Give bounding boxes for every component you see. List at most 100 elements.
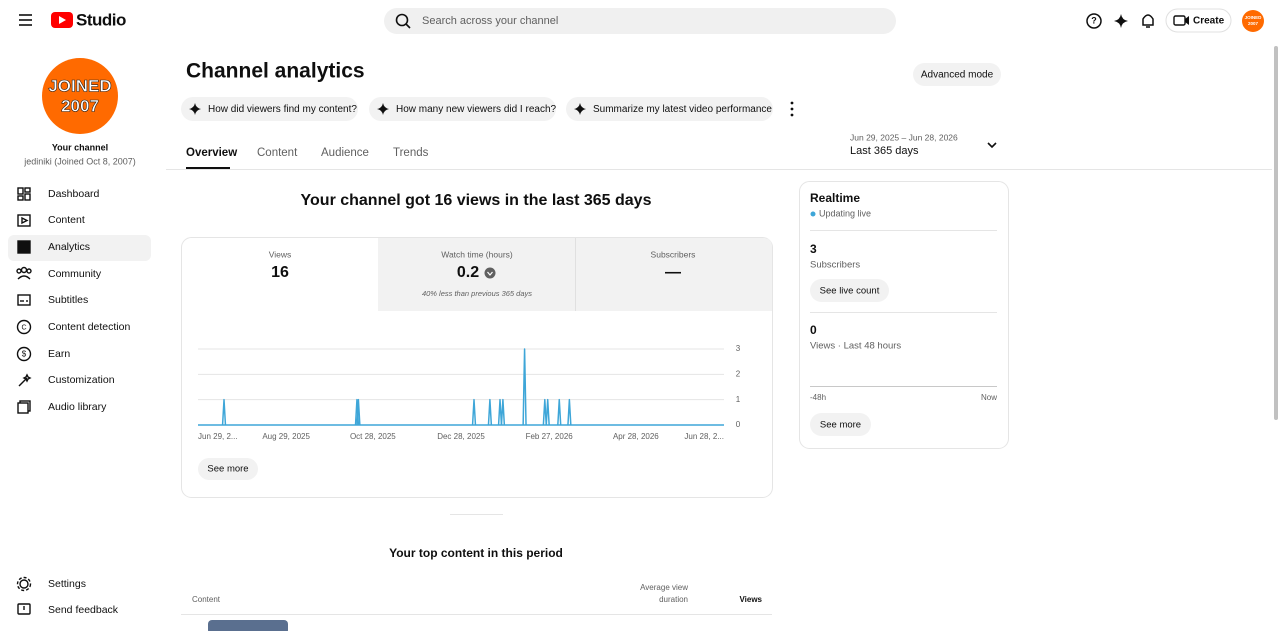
see-more-label[interactable]: See more bbox=[207, 464, 248, 475]
realtime-card bbox=[799, 181, 1009, 449]
line-spike bbox=[542, 398, 548, 426]
svg-text:?: ? bbox=[1091, 15, 1097, 25]
realtime-label: Subscribers bbox=[810, 260, 860, 271]
nav-item[interactable]: Customization bbox=[48, 374, 115, 386]
sparkle-icon bbox=[377, 103, 389, 115]
realtime-label: Views · Last 48 hours bbox=[810, 341, 901, 352]
line-spike bbox=[500, 398, 506, 426]
see-live-button[interactable] bbox=[810, 279, 889, 302]
video-thumbnail[interactable] bbox=[208, 620, 288, 631]
metric-label[interactable]: Views bbox=[269, 249, 292, 259]
prompt-chips: How did viewers find my content? How many… bbox=[181, 97, 773, 121]
create-label[interactable]: Create bbox=[1193, 16, 1225, 27]
y-tick-label: 3 bbox=[736, 344, 741, 353]
line-spike bbox=[567, 398, 572, 426]
search-box[interactable] bbox=[384, 8, 896, 34]
realtime-status: Updating live bbox=[819, 208, 871, 218]
nav-item[interactable]: Send feedback bbox=[48, 604, 119, 616]
realtime-see-more-button[interactable] bbox=[810, 413, 871, 436]
metric-value: 0.2 bbox=[457, 264, 479, 281]
x-tick-label: Aug 29, 2025 bbox=[262, 432, 310, 441]
line-spike bbox=[471, 398, 477, 426]
column-header[interactable]: Views bbox=[739, 595, 762, 604]
realtime-value: 3 bbox=[810, 242, 817, 256]
ai-icon[interactable] bbox=[1114, 14, 1128, 28]
line-spike bbox=[356, 398, 361, 426]
hamburger[interactable] bbox=[19, 14, 32, 26]
svg-text:$: $ bbox=[22, 350, 27, 359]
headline: Your channel got 16 views in the last 36… bbox=[301, 192, 652, 209]
advanced-mode-label[interactable]: Advanced mode bbox=[921, 70, 994, 81]
line-spike bbox=[545, 398, 550, 426]
nav-item[interactable]: Content detection bbox=[48, 321, 130, 333]
x-tick-label: Jun 29, 2... bbox=[198, 432, 238, 441]
live-dot bbox=[810, 211, 816, 217]
metric-value: — bbox=[665, 264, 681, 281]
prompt-label[interactable]: How many new viewers did I reach? bbox=[396, 104, 557, 115]
nav: Dashboard Content Analytics Community Subtit… bbox=[48, 188, 130, 616]
advanced-mode-button[interactable] bbox=[913, 63, 1001, 86]
prompt-chip[interactable] bbox=[181, 97, 358, 121]
line-spike bbox=[522, 348, 527, 426]
notifications-icon[interactable] bbox=[1142, 14, 1154, 28]
y-tick-label: 2 bbox=[736, 369, 741, 378]
account-avatar[interactable] bbox=[1242, 10, 1264, 32]
x-tick-label: Apr 28, 2026 bbox=[613, 432, 659, 441]
date-label[interactable]: Last 365 days bbox=[850, 145, 919, 157]
column-header[interactable]: Average view bbox=[640, 583, 688, 592]
channel-avatar[interactable] bbox=[42, 58, 118, 134]
column-header[interactable]: duration bbox=[659, 595, 688, 604]
avatar-text: 2007 bbox=[1248, 21, 1259, 26]
help-icon[interactable] bbox=[1086, 13, 1102, 29]
see-live-label[interactable]: See live count bbox=[820, 286, 880, 297]
tab-underline bbox=[186, 167, 230, 169]
date-dropdown[interactable] bbox=[987, 142, 997, 149]
tab[interactable]: Overview bbox=[186, 147, 237, 159]
logo-text[interactable]: Studio bbox=[76, 10, 126, 29]
realtime-see-more-label[interactable]: See more bbox=[820, 420, 861, 431]
tab[interactable]: Trends bbox=[393, 147, 429, 159]
search-placeholder: Search across your channel bbox=[422, 15, 558, 27]
metric-note: 40% less than previous 365 days bbox=[422, 289, 532, 298]
metric-label[interactable]: Subscribers bbox=[651, 249, 696, 259]
nav-active-bg bbox=[8, 235, 151, 261]
nav-item[interactable]: Analytics bbox=[48, 241, 90, 253]
avatar-text: JOINED bbox=[1245, 15, 1263, 20]
down-indicator bbox=[484, 267, 496, 279]
prompt-label[interactable]: Summarize my latest video performance bbox=[593, 104, 772, 115]
tabs: Overview Content Audience Trends bbox=[186, 147, 429, 159]
nav-item[interactable]: Subtitles bbox=[48, 294, 88, 306]
create-button[interactable] bbox=[1165, 8, 1232, 33]
channel-label: Your channel bbox=[52, 142, 108, 152]
line-spike bbox=[557, 398, 562, 426]
nav-item[interactable]: Audio library bbox=[48, 401, 107, 413]
more-icon[interactable] bbox=[790, 101, 794, 117]
see-more-button[interactable] bbox=[198, 458, 258, 480]
prompt-label[interactable]: How did viewers find my content? bbox=[208, 104, 357, 115]
x-tick-label: Oct 28, 2025 bbox=[350, 432, 396, 441]
sparkle-icon bbox=[189, 103, 201, 115]
avatar-text: 2007 bbox=[61, 96, 99, 115]
sparkle-icon bbox=[574, 103, 586, 115]
metric-label[interactable]: Watch time (hours) bbox=[441, 249, 513, 259]
nav-item[interactable]: Community bbox=[48, 268, 102, 280]
nav-item[interactable]: Settings bbox=[48, 578, 86, 590]
nav-icons: C $ bbox=[16, 187, 32, 615]
tab[interactable]: Content bbox=[257, 147, 298, 159]
svg-text:C: C bbox=[21, 324, 26, 331]
x-tick-label: Jun 28, 2... bbox=[684, 432, 724, 441]
channel-name: jediniki (Joined Oct 8, 2007) bbox=[23, 156, 136, 166]
scrollbar[interactable] bbox=[1274, 46, 1278, 420]
y-tick-label: 1 bbox=[736, 395, 741, 404]
realtime-title: Realtime bbox=[810, 191, 860, 205]
nav-item[interactable]: Earn bbox=[48, 348, 70, 360]
nav-item[interactable]: Content bbox=[48, 214, 85, 226]
nav-item[interactable]: Dashboard bbox=[48, 188, 100, 200]
prompt-chip[interactable] bbox=[566, 97, 773, 121]
realtime-axis-label: Now bbox=[981, 393, 997, 402]
tab[interactable]: Audience bbox=[321, 147, 369, 159]
prompt-chip[interactable] bbox=[369, 97, 556, 121]
